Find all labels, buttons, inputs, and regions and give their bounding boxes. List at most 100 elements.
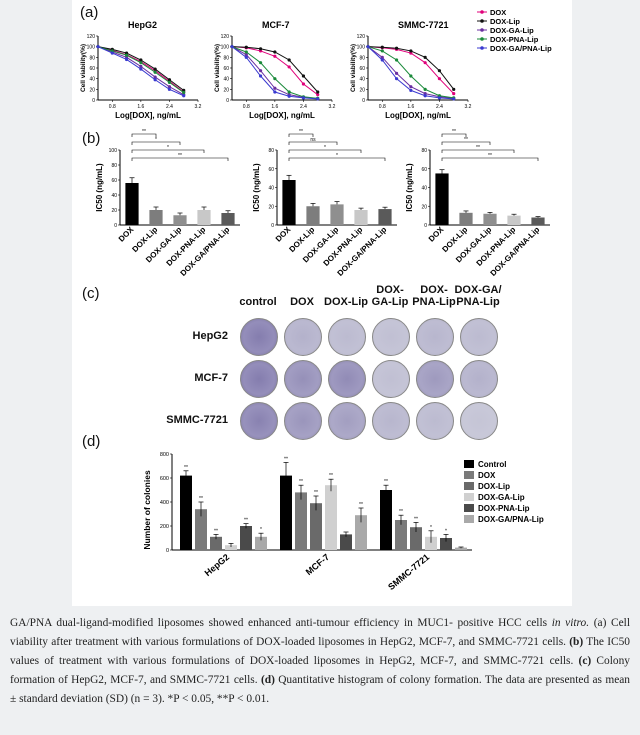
colony-bar-0-5 xyxy=(255,536,267,550)
viability-title-1: MCF-7 xyxy=(262,20,290,30)
viability-legend-label-2: DOX-GA-Lip xyxy=(490,26,534,35)
ic50-sig-label-0-0: ** xyxy=(142,129,146,135)
viability-point-2-2-2 xyxy=(394,71,399,75)
ic50-ytick-label-0-3: 40 xyxy=(111,193,117,199)
ic50-sig-bracket-1-2 xyxy=(288,149,362,153)
ic50-sig-bracket-2-1 xyxy=(441,141,491,145)
viability-point-2-4-6 xyxy=(452,97,456,101)
colony-row-label-1: MCF-7 xyxy=(194,372,228,384)
viability-ytick-label-0-5: 20 xyxy=(89,87,95,93)
colony-sig-2-3: * xyxy=(430,525,432,531)
viability-legend-marker-2 xyxy=(480,28,484,32)
viability-point-1-2-1 xyxy=(244,53,248,57)
figure-caption: GA/PNA dual-ligand-modified liposomes sh… xyxy=(10,614,630,709)
viability-ytick-label-1-1: 100 xyxy=(221,45,230,51)
colony-dish-0-2 xyxy=(328,318,366,356)
colony-dish-2-2 xyxy=(328,402,366,440)
colony-legend-swatch-3 xyxy=(464,493,474,501)
viability-point-1-1-3 xyxy=(273,50,277,54)
ic50-sig-label-1-3: * xyxy=(336,153,338,159)
ic50-bar-1-2 xyxy=(330,204,344,225)
colony-sig-2-0: ** xyxy=(384,479,388,485)
ic50-sig-label-0-1: * xyxy=(155,137,157,143)
viability-ytick-label-0-3: 60 xyxy=(89,66,95,72)
viability-ytick-label-2-5: 20 xyxy=(359,87,365,93)
viability-point-0-4-5 xyxy=(167,87,172,91)
viability-point-2-4-4 xyxy=(423,94,427,98)
viability-point-2-1-6 xyxy=(452,87,456,91)
colony-bar-0-1 xyxy=(195,509,207,550)
viability-xtick-label-2-1: 1.6 xyxy=(407,104,414,110)
panel-label-b: (b) xyxy=(82,130,101,147)
ic50-bar-2-3 xyxy=(507,215,521,225)
ic50-bar-2-2 xyxy=(483,213,497,225)
viability-point-0-4-0 xyxy=(96,45,100,49)
ic50-sig-bracket-0-0 xyxy=(131,133,157,137)
colony-group-label-2: SMMC-7721 xyxy=(386,552,431,592)
ic50-ytick-label-1-4: 0 xyxy=(271,223,274,229)
panel-label-d: (d) xyxy=(82,433,101,450)
ic50-cat-label-1-0: DOX xyxy=(274,225,293,244)
viability-point-2-0-4 xyxy=(423,61,427,65)
colony-bar-1-1 xyxy=(295,492,307,550)
colony-sig-1-3: ** xyxy=(329,473,333,479)
ic50-sig-bracket-0-2 xyxy=(131,149,205,153)
colony-dish-2-1 xyxy=(284,402,322,440)
colony-sig-0-2: ** xyxy=(214,528,218,534)
viability-title-2: SMMC-7721 xyxy=(398,20,449,30)
viability-ytick-label-2-0: 120 xyxy=(357,34,366,40)
viability-curve-0-4 xyxy=(97,46,184,97)
viability-xlabel-2: Log[DOX], ng/mL xyxy=(385,111,451,120)
viability-point-1-4-4 xyxy=(287,94,291,98)
panel-label-c: (c) xyxy=(82,285,100,302)
ic50-sig-bracket-0-1 xyxy=(131,141,181,145)
colony-sig-0-4: ** xyxy=(244,518,248,524)
ic50-bar-0-2 xyxy=(173,215,187,225)
viability-xtick-label-2-3: 3.2 xyxy=(465,104,472,110)
colony-plates: control DOX DOX-Lip DOX- GA-Lip DOX- PNA-Lip… xyxy=(72,282,572,440)
viability-ytick-label-1-6: 0 xyxy=(226,98,229,104)
colony-ytick-label-4: 0 xyxy=(166,548,169,554)
ic50-bar-2-0 xyxy=(435,173,449,225)
viability-point-0-4-6 xyxy=(182,94,186,98)
colony-legend-label-0: Control xyxy=(478,460,506,469)
viability-ytick-label-0-6: 0 xyxy=(92,98,95,104)
viability-point-0-1-5 xyxy=(167,78,172,82)
colony-col-label-4: DOX- PNA-Lip xyxy=(412,284,456,308)
panel-label-a: (a) xyxy=(80,4,99,21)
ic50-ytick-label-0-4: 20 xyxy=(111,208,117,214)
ic50-sig-label-2-2: ** xyxy=(476,145,480,151)
viability-charts: HepG2 120 100 80 60 40 20 0 0.8 1.6 2.4 3.2 Log[DOX]… xyxy=(80,8,552,120)
ic50-ytick-label-2-1: 60 xyxy=(421,167,427,173)
ic50-ylabel-2: IC50 (ng/mL) xyxy=(405,163,414,212)
ic50-sig-bracket-0-3 xyxy=(131,157,229,161)
colony-col-label-3: DOX- GA-Lip xyxy=(371,284,409,308)
ic50-sig-bracket-1-3 xyxy=(288,157,386,161)
colony-legend-swatch-0 xyxy=(464,460,474,468)
ic50-sig-bracket-1-0 xyxy=(288,133,314,137)
colony-bar-1-2 xyxy=(310,503,322,550)
viability-ytick-label-2-1: 100 xyxy=(357,45,366,51)
colony-bar-2-5 xyxy=(455,547,467,550)
colony-sig-1-0: ** xyxy=(284,456,288,462)
colony-row-label-2: SMMC-7721 xyxy=(166,414,228,426)
colony-col-label-0: control xyxy=(239,296,277,308)
viability-ytick-label-0-0: 120 xyxy=(87,34,96,40)
colony-ytick-label-2: 400 xyxy=(160,500,169,506)
colony-sig-0-5: * xyxy=(260,527,262,533)
viability-point-2-1-3 xyxy=(409,49,413,53)
colony-legend-swatch-1 xyxy=(464,471,474,479)
colony-sig-1-2: ** xyxy=(314,490,318,496)
viability-xtick-label-0-0: 0.8 xyxy=(109,104,116,110)
viability-point-1-2-2 xyxy=(258,69,263,73)
ic50-sig-label-0-2: * xyxy=(167,145,169,151)
caption-b-label: (b) xyxy=(569,636,584,648)
viability-title-0: HepG2 xyxy=(128,20,157,30)
colony-ytick-label-3: 200 xyxy=(160,524,169,530)
colony-ylabel: Number of colonies xyxy=(142,470,152,550)
caption-c-text: Colony formation of HepG2, MCF-7, and SM… xyxy=(10,655,630,686)
viability-ytick-label-1-0: 120 xyxy=(221,34,230,40)
viability-legend-label-1: DOX-Lip xyxy=(490,17,520,26)
viability-xtick-label-2-2: 2.4 xyxy=(436,104,443,110)
